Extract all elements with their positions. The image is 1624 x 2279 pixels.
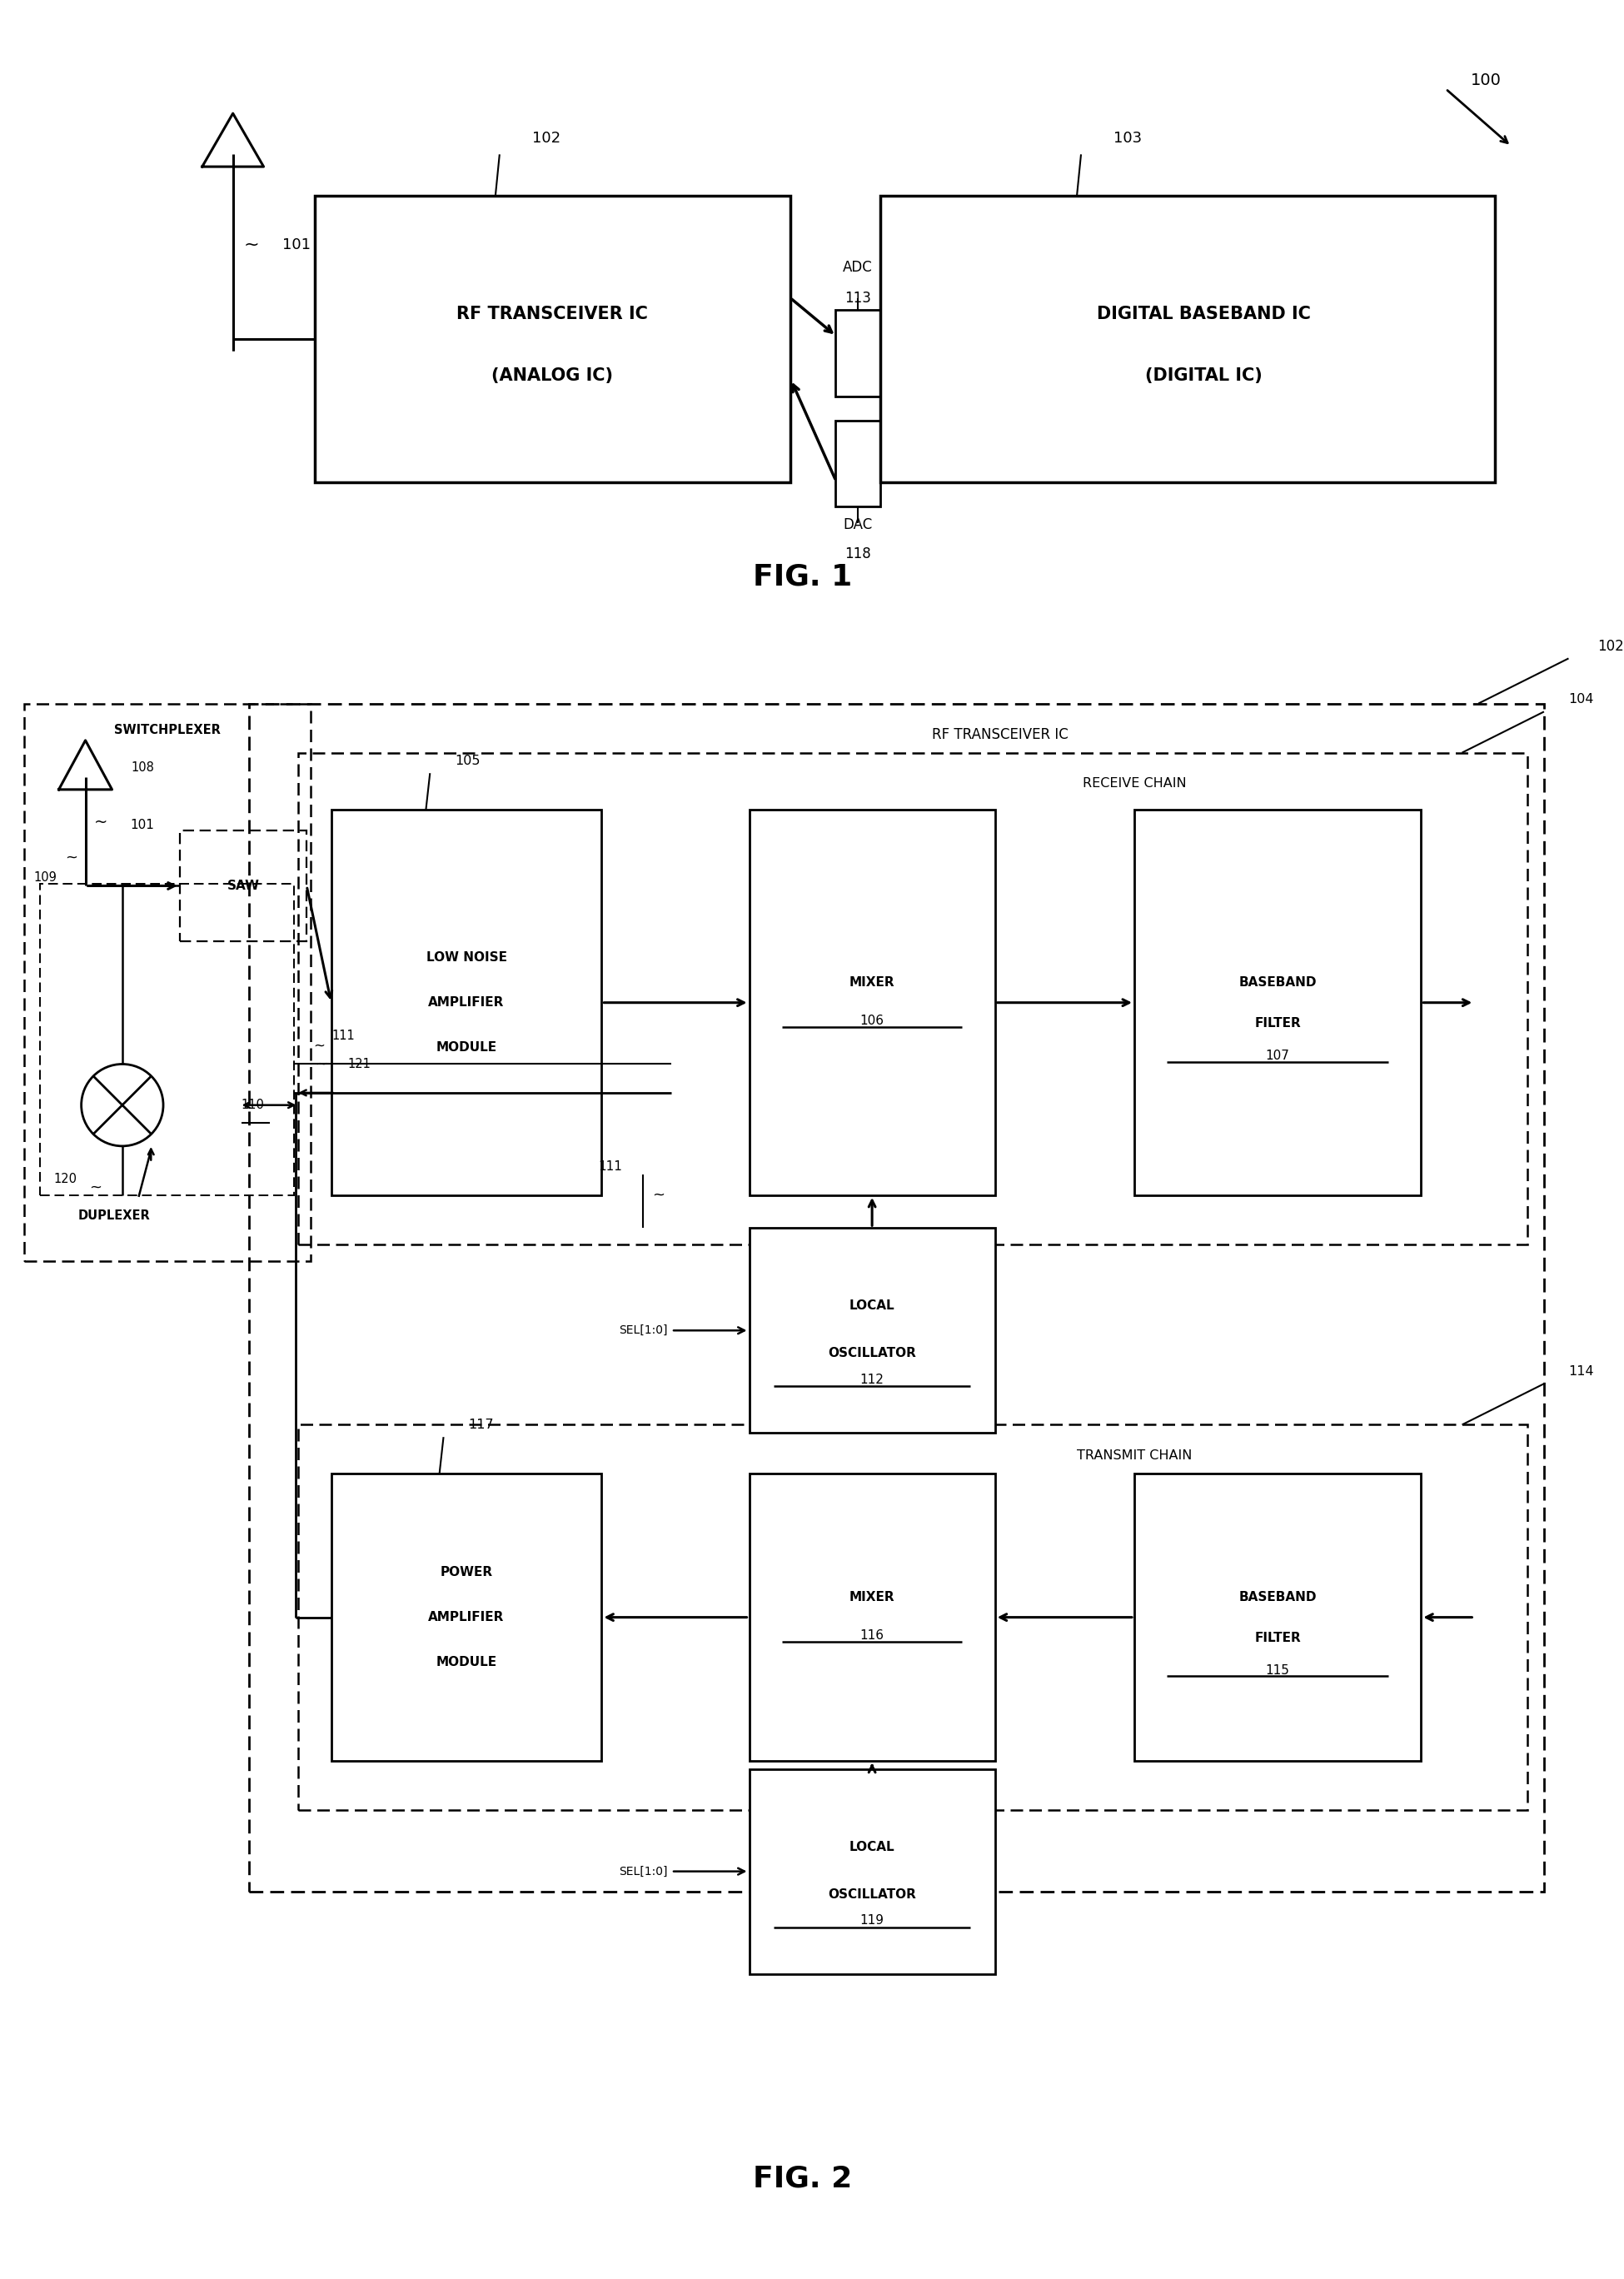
Text: (ANALOG IC): (ANALOG IC) [492,367,614,383]
Text: OSCILLATOR: OSCILLATOR [828,1347,916,1361]
FancyBboxPatch shape [880,196,1494,483]
Text: DUPLEXER: DUPLEXER [78,1210,149,1222]
Text: OSCILLATOR: OSCILLATOR [828,1887,916,1901]
Text: DAC: DAC [843,517,872,533]
Text: 101: 101 [130,818,154,832]
Text: SAW: SAW [227,880,260,891]
FancyBboxPatch shape [749,809,996,1194]
Text: RECEIVE CHAIN: RECEIVE CHAIN [1082,777,1186,791]
Text: 105: 105 [455,754,481,768]
Text: 109: 109 [34,871,57,884]
Text: 102: 102 [1598,638,1624,654]
Text: 113: 113 [844,289,870,305]
Text: 101: 101 [283,237,310,253]
Text: MODULE: MODULE [435,1657,497,1668]
Text: BASEBAND: BASEBAND [1239,1591,1317,1602]
Text: LOCAL: LOCAL [849,1299,895,1313]
Text: POWER: POWER [440,1566,492,1579]
Text: FIG. 1: FIG. 1 [754,563,853,590]
Text: 115: 115 [1265,1664,1289,1677]
Text: 116: 116 [861,1629,883,1641]
Text: RF TRANSCEIVER IC: RF TRANSCEIVER IC [932,727,1069,743]
FancyBboxPatch shape [331,1475,601,1762]
FancyBboxPatch shape [1134,1475,1421,1762]
Text: ~: ~ [89,1181,102,1194]
Text: ADC: ADC [843,260,872,276]
Text: LOW NOISE: LOW NOISE [425,950,507,964]
Text: AMPLIFIER: AMPLIFIER [429,996,505,1010]
Text: 118: 118 [844,547,870,563]
Text: MIXER: MIXER [849,975,895,989]
Text: ~: ~ [244,237,260,253]
Text: ~: ~ [315,1057,328,1071]
FancyBboxPatch shape [331,809,601,1194]
Text: BASEBAND: BASEBAND [1239,975,1317,989]
Text: 107: 107 [1265,1051,1289,1062]
Text: SEL[1:0]: SEL[1:0] [619,1867,667,1878]
Text: ~: ~ [313,1039,325,1053]
Text: 102: 102 [533,130,560,146]
Text: FILTER: FILTER [1254,1016,1301,1030]
Text: 111: 111 [331,1030,356,1042]
Text: SWITCHPLEXER: SWITCHPLEXER [114,722,221,736]
Text: RF TRANSCEIVER IC: RF TRANSCEIVER IC [456,305,648,324]
Text: 104: 104 [1569,693,1595,706]
Text: FILTER: FILTER [1254,1632,1301,1643]
Text: SEL[1:0]: SEL[1:0] [619,1324,667,1335]
FancyBboxPatch shape [835,422,880,506]
Text: AMPLIFIER: AMPLIFIER [429,1611,505,1623]
FancyBboxPatch shape [749,1475,996,1762]
Text: 121: 121 [348,1057,370,1071]
Text: 112: 112 [861,1374,883,1386]
Text: ~: ~ [65,850,78,864]
Text: 119: 119 [861,1914,883,1926]
Text: 120: 120 [54,1174,78,1185]
Text: DIGITAL BASEBAND IC: DIGITAL BASEBAND IC [1096,305,1311,324]
FancyBboxPatch shape [1134,809,1421,1194]
FancyBboxPatch shape [749,1228,996,1433]
Text: ~: ~ [653,1187,664,1203]
Text: (DIGITAL IC): (DIGITAL IC) [1145,367,1262,383]
FancyBboxPatch shape [835,310,880,397]
Text: 100: 100 [1470,73,1501,89]
Text: LOCAL: LOCAL [849,1841,895,1853]
FancyBboxPatch shape [315,196,791,483]
Text: ~: ~ [94,814,107,830]
Text: 103: 103 [1114,130,1142,146]
Text: 106: 106 [861,1014,883,1028]
Text: MIXER: MIXER [849,1591,895,1602]
Text: 117: 117 [468,1418,494,1431]
Text: TRANSMIT CHAIN: TRANSMIT CHAIN [1077,1449,1192,1463]
Text: 114: 114 [1569,1365,1595,1379]
FancyBboxPatch shape [749,1769,996,1974]
Text: 111: 111 [598,1160,622,1174]
Text: FIG. 2: FIG. 2 [754,2165,853,2192]
Text: 108: 108 [132,761,154,773]
Text: MODULE: MODULE [435,1042,497,1053]
Text: 110: 110 [240,1098,265,1112]
